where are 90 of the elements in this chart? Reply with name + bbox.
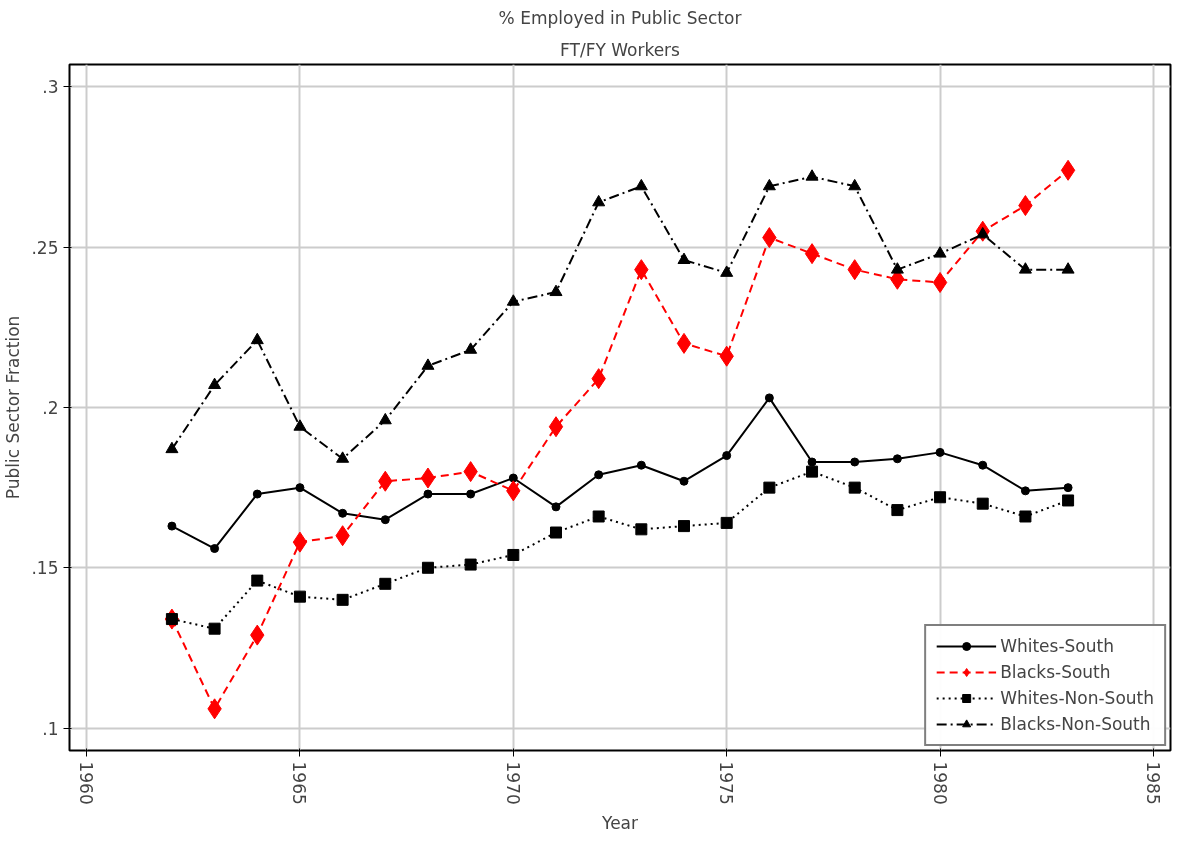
- point: [678, 520, 691, 533]
- point: [890, 262, 904, 274]
- point: [1060, 159, 1076, 181]
- point: [466, 489, 476, 499]
- point: [978, 460, 988, 470]
- point: [720, 265, 734, 277]
- point: [378, 412, 392, 425]
- point: [506, 294, 520, 306]
- point: [508, 473, 518, 483]
- point: [722, 451, 732, 461]
- point: [592, 510, 605, 523]
- point: [380, 515, 390, 525]
- point: [806, 465, 819, 478]
- point: [551, 502, 561, 512]
- point: [423, 489, 433, 499]
- point: [932, 271, 948, 293]
- chart-subtitle: FT/FY Workers: [560, 39, 681, 60]
- point: [935, 447, 945, 457]
- point: [336, 451, 350, 463]
- point: [1062, 494, 1075, 507]
- legend-label: Blacks-Non-South: [1000, 714, 1151, 734]
- point: [251, 574, 264, 587]
- point: [848, 481, 861, 494]
- point: [464, 558, 477, 571]
- point: [421, 561, 434, 574]
- point: [292, 531, 308, 553]
- legend-label: Blacks-South: [1000, 662, 1111, 682]
- point: [1063, 483, 1073, 493]
- x-axis-title: Year: [601, 812, 639, 833]
- point: [679, 476, 689, 486]
- point: [379, 577, 392, 590]
- point: [1061, 262, 1075, 274]
- point: [167, 521, 177, 531]
- point: [762, 178, 776, 191]
- point: [338, 508, 348, 518]
- point: [804, 243, 820, 265]
- point: [336, 593, 349, 606]
- point: [252, 489, 262, 499]
- x-tick-label: 1980: [929, 761, 950, 805]
- legend-label: Whites-Non-South: [1000, 688, 1154, 708]
- point: [634, 178, 648, 191]
- y-axis-title: Public Sector Fraction: [3, 315, 24, 500]
- point: [677, 252, 691, 265]
- point: [676, 332, 692, 354]
- point: [549, 526, 562, 539]
- point: [720, 516, 733, 529]
- point: [549, 284, 563, 297]
- point: [850, 457, 860, 467]
- x-tick-label: 1975: [716, 761, 737, 805]
- point: [1020, 486, 1030, 496]
- point: [1019, 510, 1032, 523]
- point: [807, 457, 817, 467]
- x-tick-label: 1970: [502, 761, 523, 805]
- point: [210, 544, 220, 554]
- point: [208, 377, 222, 390]
- legend-label: Whites-South: [1000, 636, 1114, 656]
- point: [250, 332, 264, 345]
- point: [421, 358, 435, 370]
- point: [933, 246, 947, 258]
- y-tick-label: .15: [31, 558, 59, 579]
- point: [848, 178, 862, 191]
- point: [464, 342, 478, 354]
- point: [635, 523, 648, 536]
- point: [592, 194, 606, 207]
- point: [548, 416, 564, 438]
- x-tick-label: 1960: [76, 761, 97, 805]
- point: [208, 622, 221, 635]
- y-tick-label: .3: [42, 77, 59, 98]
- point: [892, 454, 902, 464]
- y-tick-label: .2: [42, 398, 59, 418]
- point: [420, 467, 436, 489]
- point: [594, 470, 604, 480]
- point: [1018, 262, 1032, 274]
- point: [293, 590, 306, 603]
- point: [891, 504, 904, 517]
- y-tick-label: .25: [31, 237, 59, 258]
- chart-title: % Employed in Public Sector: [498, 7, 742, 28]
- point: [165, 441, 179, 454]
- point: [293, 419, 307, 431]
- point: [507, 548, 520, 561]
- x-tick-label: 1965: [289, 761, 310, 805]
- x-tick-label: 1985: [1142, 761, 1163, 805]
- point: [805, 169, 819, 181]
- point: [295, 483, 305, 493]
- point: [763, 481, 776, 494]
- point: [764, 393, 774, 403]
- y-tick-label: .1: [42, 718, 59, 739]
- point: [976, 497, 989, 510]
- point: [934, 491, 947, 504]
- point: [636, 460, 646, 470]
